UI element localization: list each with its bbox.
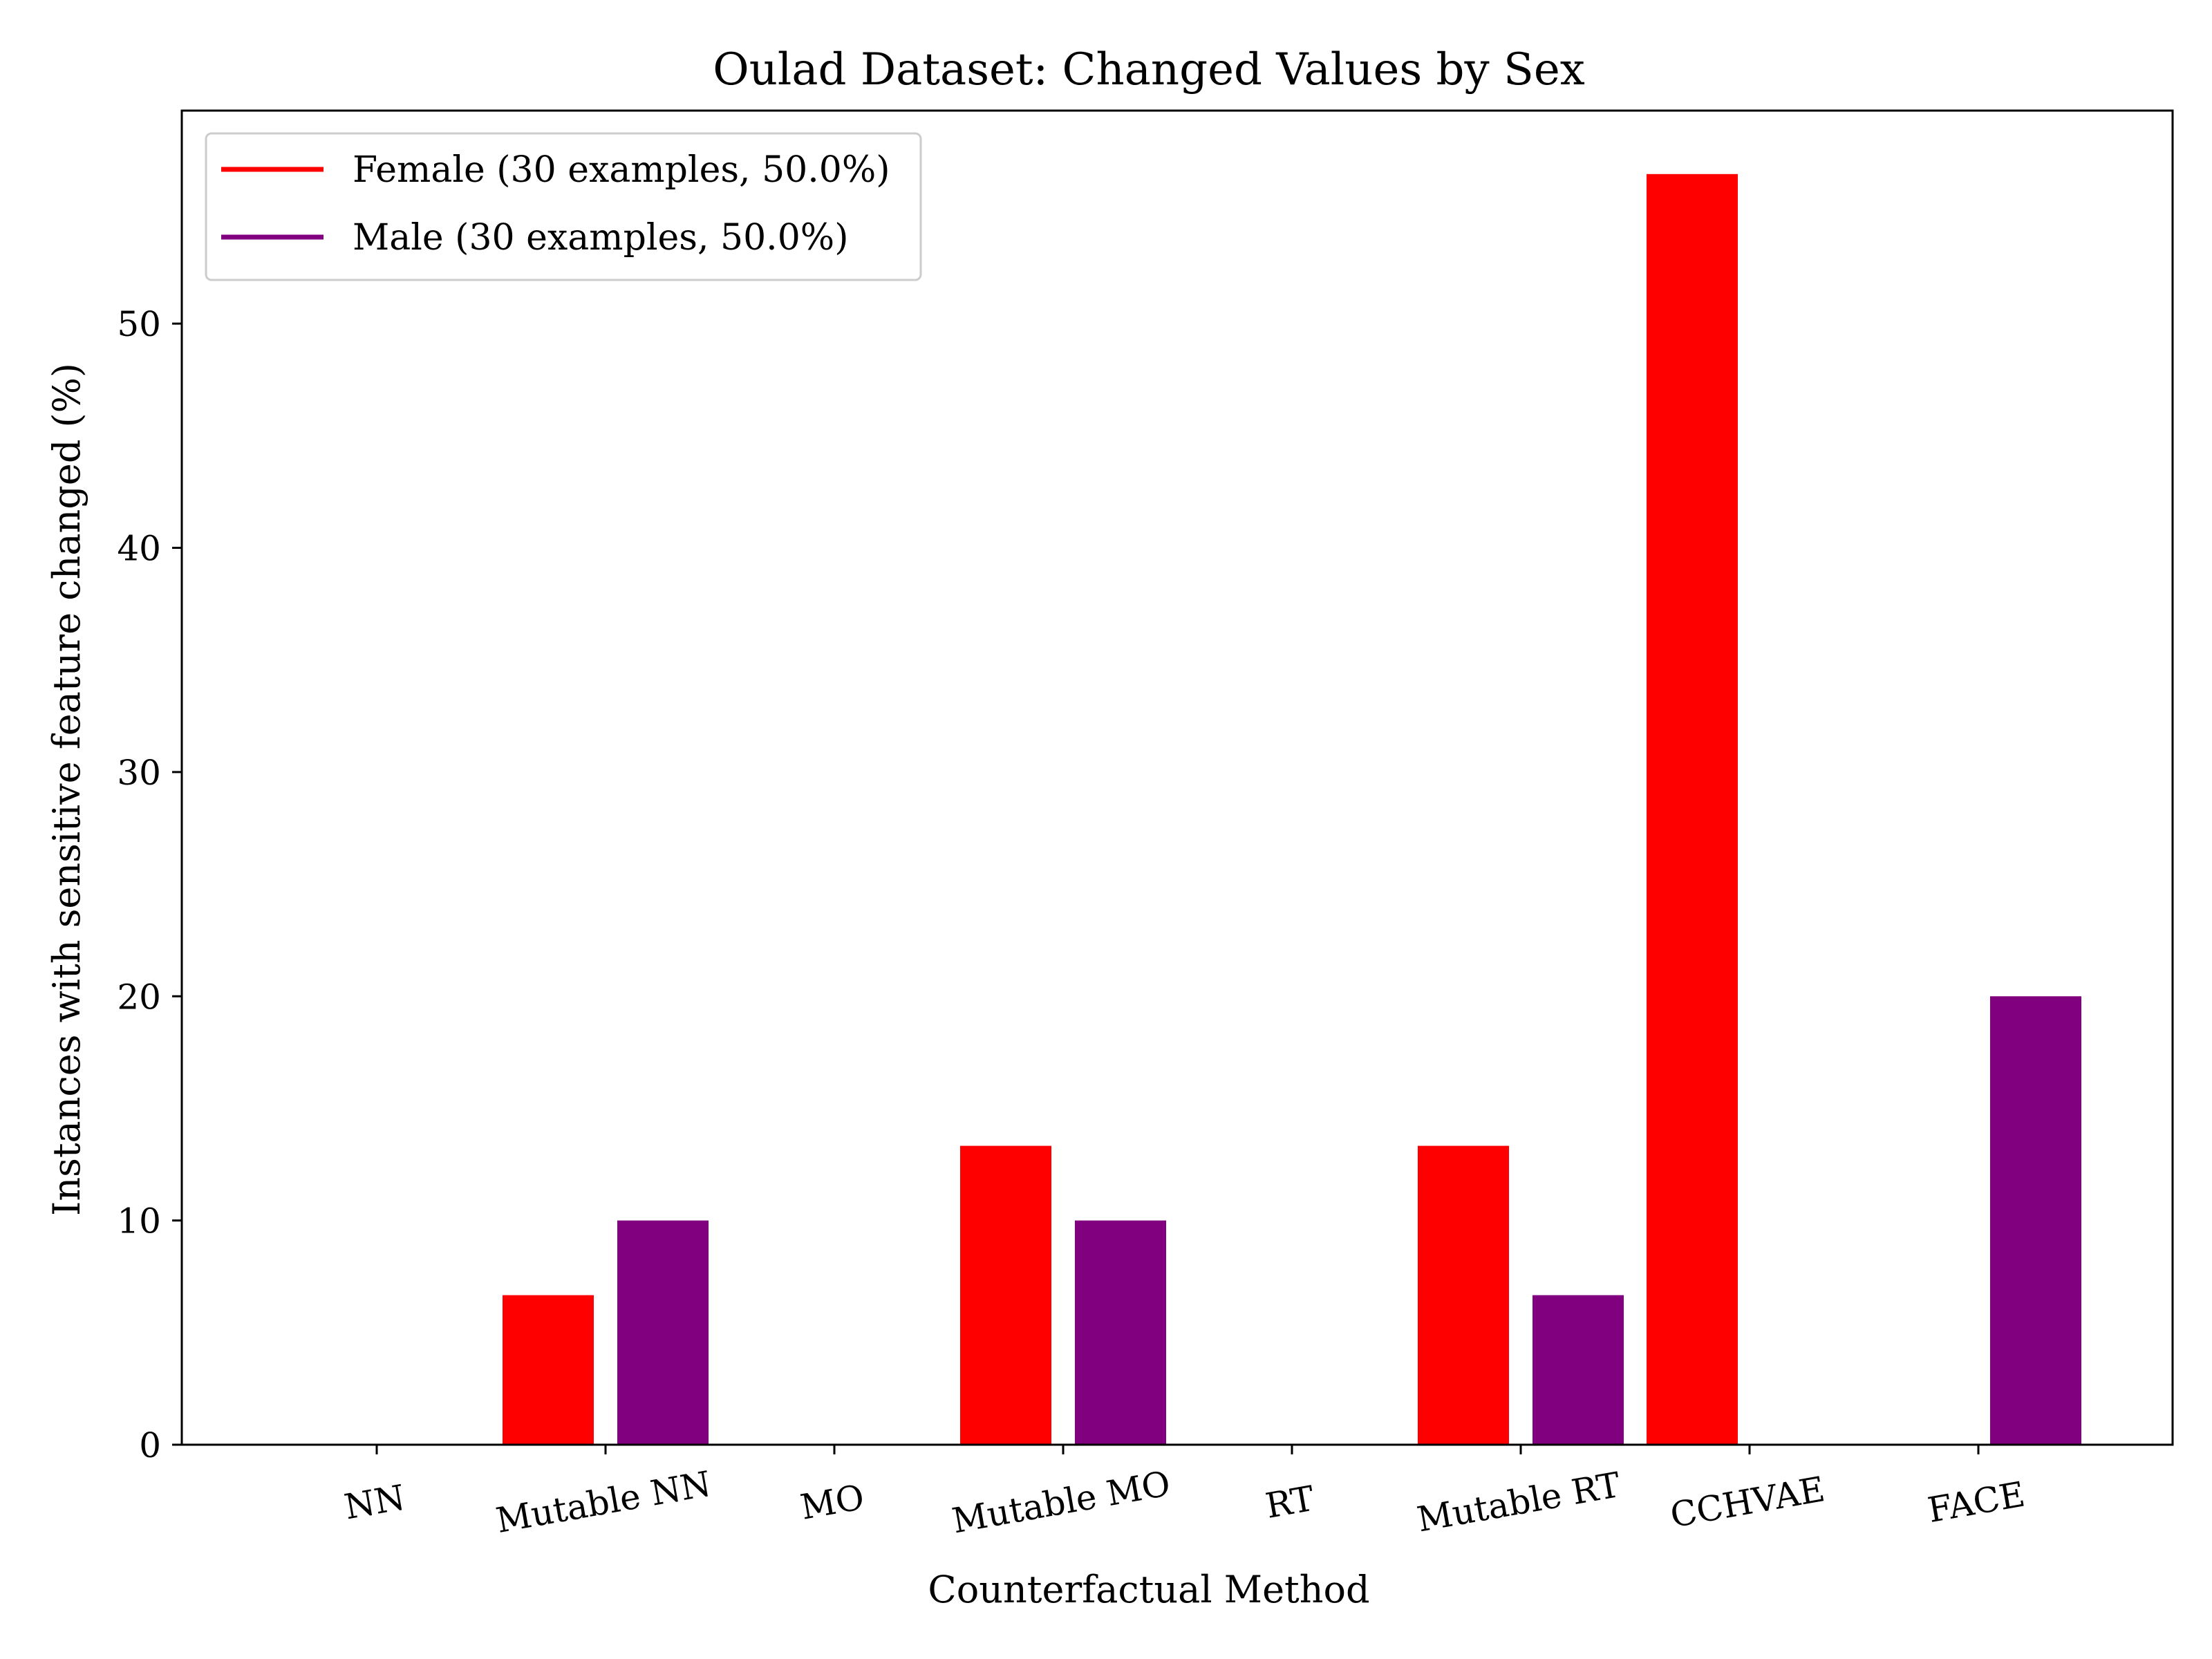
axis-ticks: NN Mutable NN MO Mutable MO RT Mutable RT CCHV… — [117, 304, 2027, 1541]
legend-female-label: Female (30 examples, 50.0%) — [353, 149, 890, 191]
bar-female-mutable-mo — [960, 1145, 1051, 1445]
legend-male-label: Male (30 examples, 50.0%) — [353, 217, 849, 259]
bars — [503, 174, 2081, 1445]
legend-box — [205, 132, 922, 281]
x-axis-label: Counterfactual Method — [928, 1568, 1369, 1611]
bar-female-mutable-nn — [503, 1295, 594, 1445]
y-tick-label: 10 — [117, 1201, 161, 1241]
y-tick-label: 30 — [117, 753, 161, 793]
x-tick-label: Mutable NN — [493, 1463, 714, 1541]
y-axis-label: Instances with sensitive feature changed… — [45, 363, 88, 1216]
x-tick-label: Mutable MO — [949, 1463, 1173, 1541]
plot-frame — [180, 109, 2174, 1446]
x-tick-label: Mutable RT — [1414, 1465, 1623, 1540]
bar-female-cchvae — [1647, 174, 1738, 1445]
bar-male-mutable-mo — [1075, 1220, 1166, 1445]
bar-male-face — [1990, 996, 2081, 1445]
y-tick-label: 20 — [117, 977, 161, 1017]
y-tick-label: 40 — [117, 529, 161, 569]
bar-male-mutable-nn — [617, 1220, 709, 1445]
x-tick-label: CCHVAE — [1667, 1469, 1828, 1535]
y-tick-label: 0 — [139, 1425, 161, 1465]
x-tick-label: NN — [341, 1477, 408, 1527]
y-tick-label: 50 — [117, 304, 161, 344]
x-tick-label: FACE — [1924, 1474, 2027, 1530]
chart-title: Oulad Dataset: Changed Values by Sex — [713, 44, 1585, 95]
bar-female-mutable-rt — [1418, 1145, 1509, 1445]
x-tick-label: RT — [1262, 1479, 1317, 1526]
legend: Female (30 examples, 50.0%) Male (30 exa… — [205, 132, 922, 281]
bar-male-mutable-rt — [1533, 1295, 1624, 1445]
x-tick-label: MO — [798, 1477, 868, 1528]
